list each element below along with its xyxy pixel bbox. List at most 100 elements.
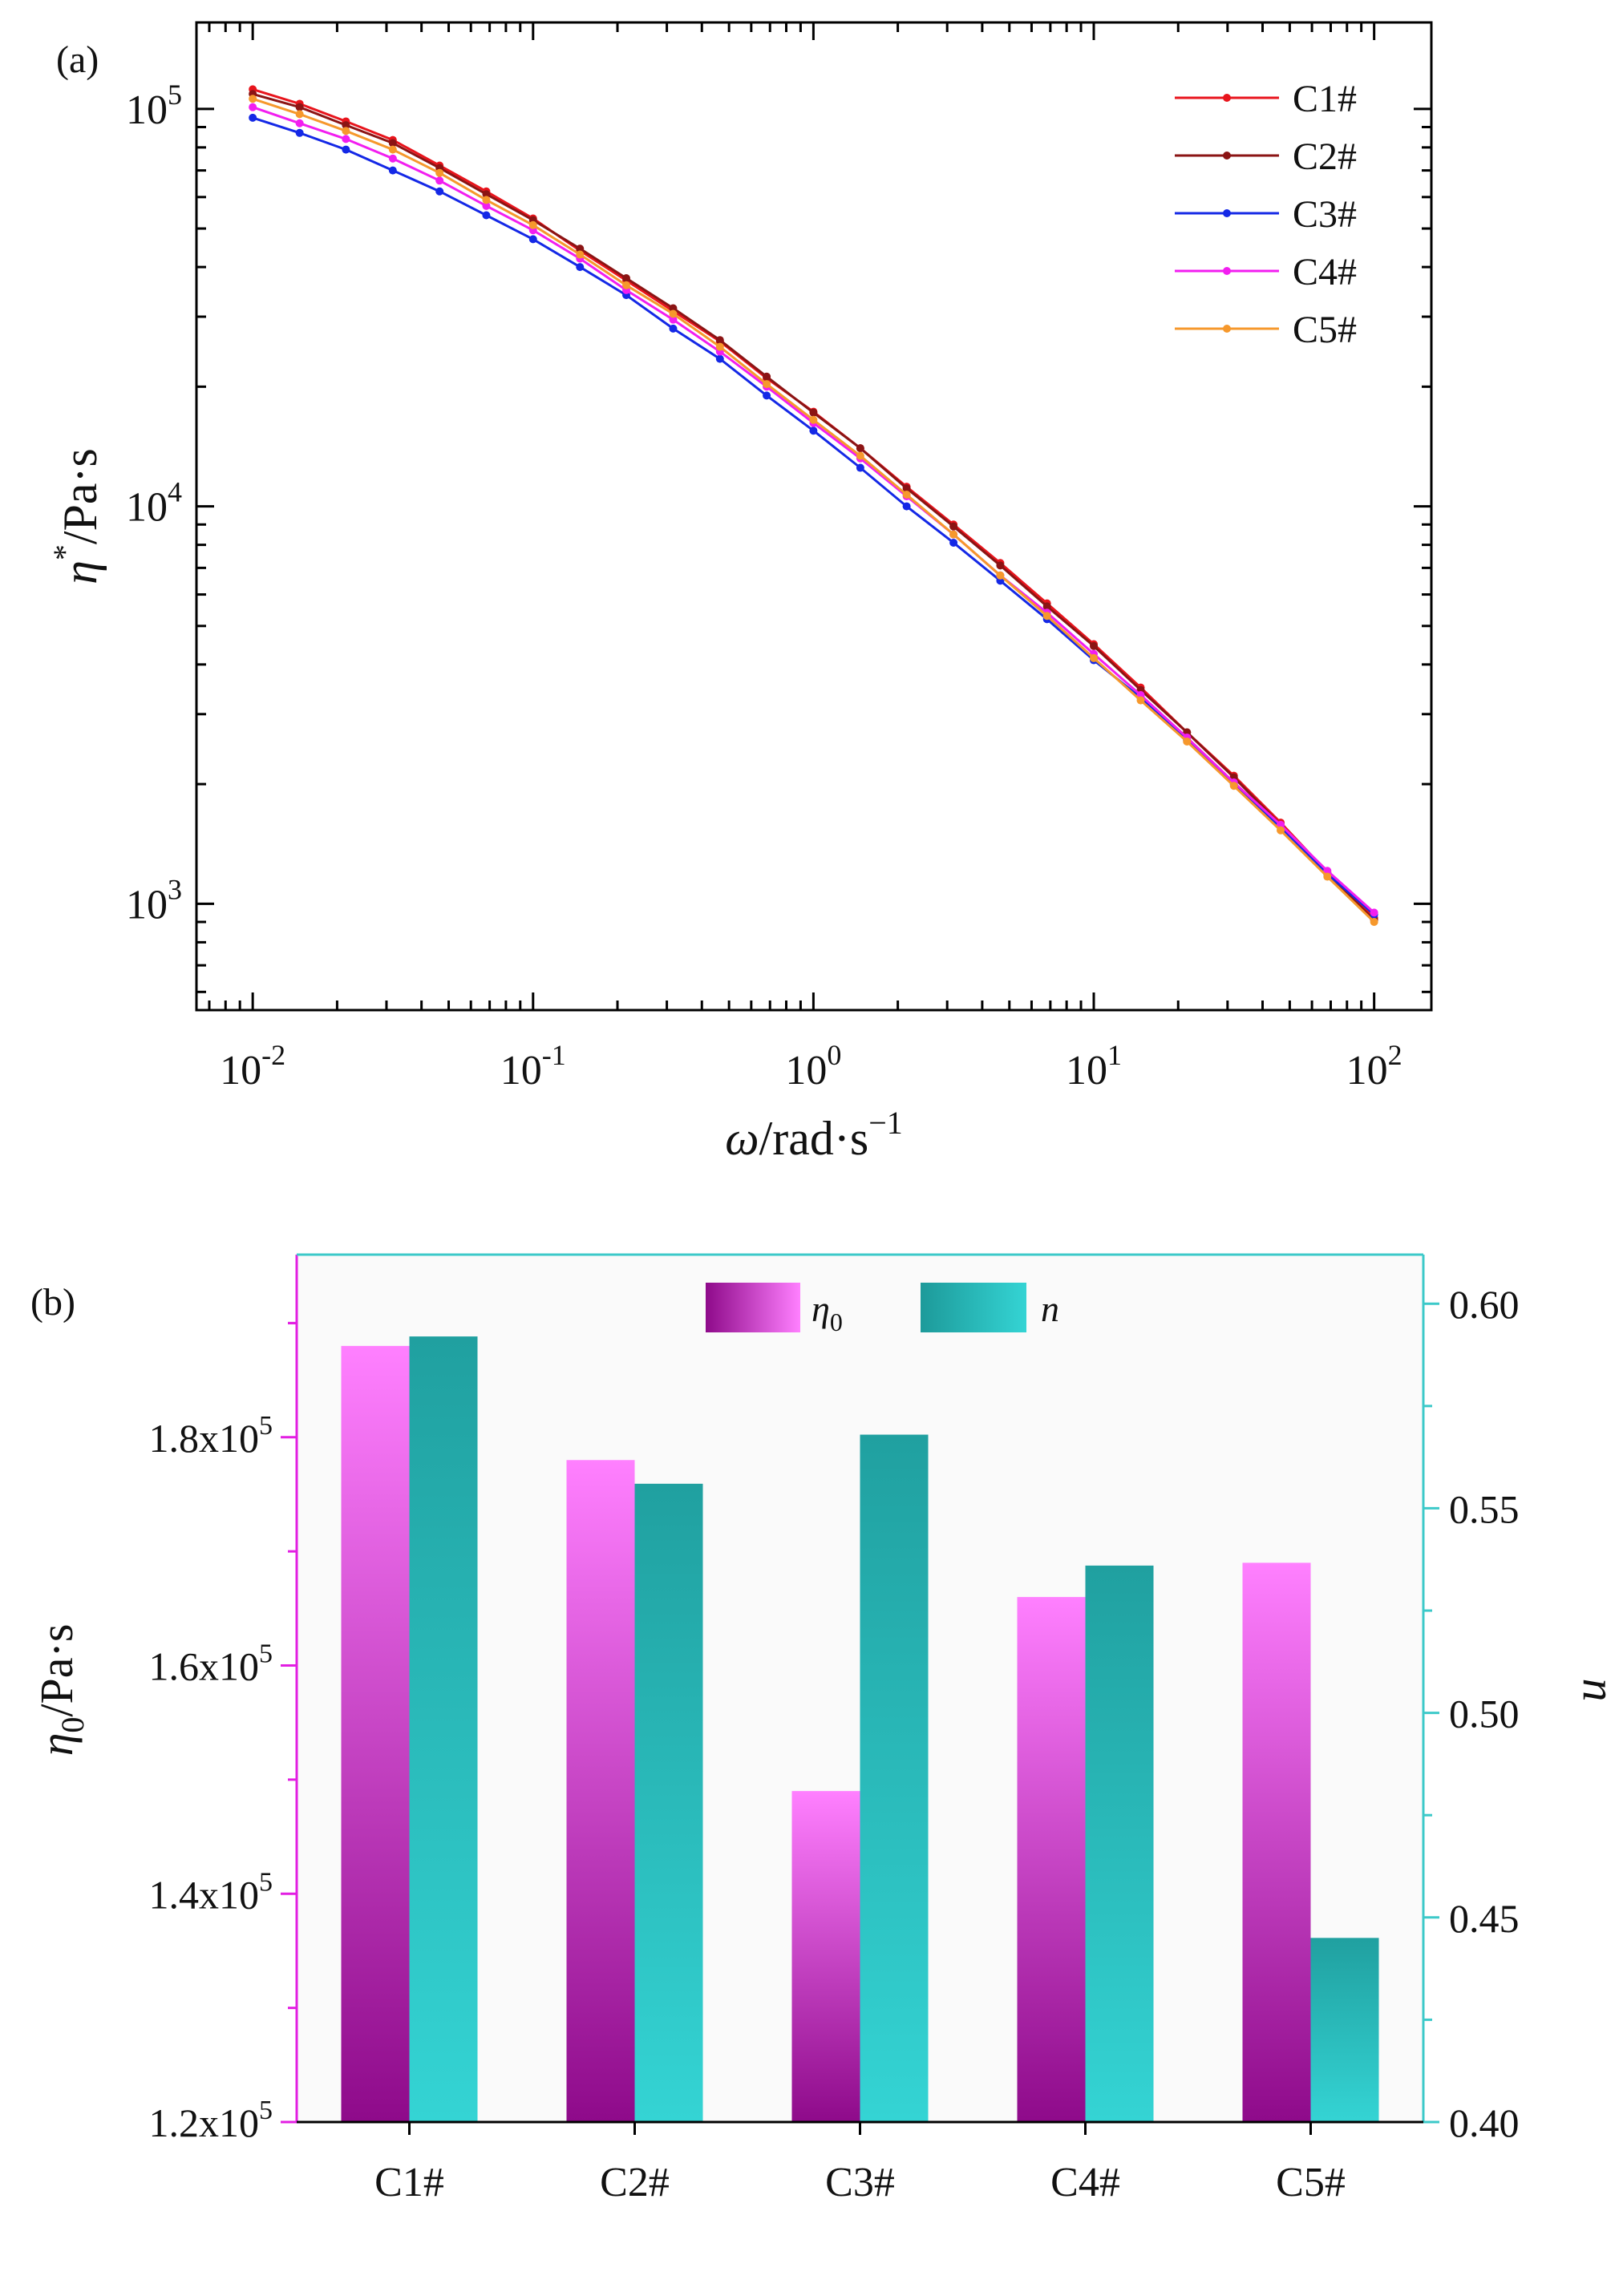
data-point: [1370, 908, 1378, 917]
panel-b-category-label: C3#: [825, 2160, 895, 2205]
bar-group-C3: [791, 1434, 929, 2122]
bar-group-C2: [566, 1460, 703, 2122]
series-C5: [249, 95, 1378, 927]
panel-a-y-tick-label: 105: [126, 79, 182, 133]
data-point: [669, 324, 678, 333]
panel-a-x-axis-label: ω/rad·s−1: [725, 1105, 903, 1165]
legend-item-C3: C3#: [1175, 193, 1357, 236]
data-point: [1090, 653, 1099, 662]
panel-a-y-ticks: 103 104 105: [126, 79, 1431, 993]
data-point: [996, 571, 1005, 580]
bar-eta0: [566, 1460, 635, 2122]
data-point: [295, 103, 304, 111]
panel-a-label: (a): [56, 38, 99, 81]
data-point: [856, 463, 864, 472]
data-point: [949, 522, 958, 531]
series-line: [252, 97, 1375, 924]
panel-b-bars: [341, 1336, 1379, 2122]
legend-item-C4: C4#: [1175, 251, 1357, 293]
panel-b-legend: η0 n: [706, 1283, 1059, 1336]
legend-label: C1#: [1293, 78, 1357, 120]
panel-b-label: (b): [30, 1281, 75, 1324]
data-point: [1042, 602, 1051, 611]
panel-a-legend: C1# C2# C3# C4# C5#: [1175, 78, 1357, 351]
data-point: [435, 176, 444, 185]
series-C3: [249, 113, 1378, 919]
data-point: [902, 491, 911, 499]
panel-a-y-tick-label: 103: [126, 873, 182, 928]
data-point: [763, 372, 771, 381]
data-point: [342, 127, 350, 135]
series-C2: [249, 90, 1378, 924]
legend-marker: [1223, 325, 1231, 333]
data-point: [249, 103, 257, 111]
panel-b-category-label: C2#: [600, 2160, 670, 2205]
data-point: [528, 235, 537, 244]
bar-group-C4: [1017, 1565, 1154, 2122]
panel-b-category-label: C1#: [374, 2160, 444, 2205]
panel-a-line-chart: (a) 10-2 10-1 100 101 102 103 104 105 C1# C2# C3…: [47, 21, 1433, 1165]
data-point: [809, 408, 818, 417]
bar-eta0: [1017, 1597, 1086, 2122]
data-point: [669, 309, 678, 318]
panel-b-right-tick-label: 0.55: [1449, 1486, 1520, 1531]
data-point: [249, 113, 257, 122]
data-point: [902, 502, 911, 511]
panel-b-left-tick-label: 1.8x105: [149, 1411, 273, 1461]
data-point: [1183, 737, 1192, 746]
panel-b-category-label: C5#: [1276, 2160, 1346, 2205]
data-point: [1277, 826, 1285, 835]
data-point: [669, 315, 678, 324]
data-point: [949, 538, 958, 547]
panel-b-right-axis-label: n: [1573, 1679, 1619, 1702]
data-point: [1136, 696, 1145, 705]
data-point: [715, 342, 724, 351]
data-point: [295, 128, 304, 137]
data-point: [295, 119, 304, 127]
data-point: [388, 139, 397, 148]
bar-n: [409, 1336, 478, 2122]
panel-a-x-tick-label: 102: [1346, 1039, 1402, 1093]
data-point: [435, 168, 444, 177]
panel-b-category-label: C4#: [1050, 2160, 1120, 2205]
series-line: [252, 92, 1375, 921]
data-point: [856, 444, 864, 453]
data-point: [1229, 782, 1238, 790]
data-point: [856, 451, 864, 460]
series-line: [252, 106, 1375, 914]
legend-swatch-eta0: [706, 1283, 800, 1332]
panel-b-left-tick-label: 1.6x105: [149, 1639, 273, 1689]
data-point: [669, 304, 678, 313]
panel-a-x-ticks: 10-2 10-1 100 101 102: [208, 22, 1402, 1093]
legend-marker: [1223, 267, 1231, 275]
data-point: [949, 530, 958, 539]
bar-n: [1085, 1565, 1154, 2122]
bar-eta0: [1242, 1562, 1311, 2122]
data-point: [482, 211, 491, 220]
legend-marker: [1223, 209, 1231, 217]
data-point: [576, 245, 585, 253]
data-point: [388, 166, 397, 175]
panel-b-right-tick-label: 0.60: [1449, 1282, 1520, 1327]
panel-a-x-tick-label: 100: [785, 1039, 841, 1093]
panel-a-y-axis-label: η*/Pa·s: [47, 448, 107, 584]
legend-label: C3#: [1293, 193, 1357, 236]
data-point: [342, 145, 350, 154]
panel-b-right-tick-label: 0.50: [1449, 1692, 1520, 1736]
panel-b-left-tick-label: 1.4x105: [149, 1867, 273, 1917]
panel-b-left-axis-label: η0/Pa·s: [30, 1624, 91, 1756]
panel-a-x-tick-label: 101: [1066, 1039, 1122, 1093]
data-point: [1323, 867, 1332, 875]
bar-n: [634, 1483, 703, 2122]
data-point: [622, 281, 631, 289]
panel-b-category-ticks: C1# C2# C3# C4# C5#: [374, 2122, 1346, 2205]
data-point: [295, 110, 304, 119]
panel-a-series: [249, 85, 1378, 927]
data-point: [576, 263, 585, 272]
bar-group-C1: [341, 1336, 478, 2122]
data-point: [576, 250, 585, 259]
panel-b-left-tick-label: 1.2x105: [149, 2096, 273, 2145]
series-line: [252, 116, 1375, 916]
